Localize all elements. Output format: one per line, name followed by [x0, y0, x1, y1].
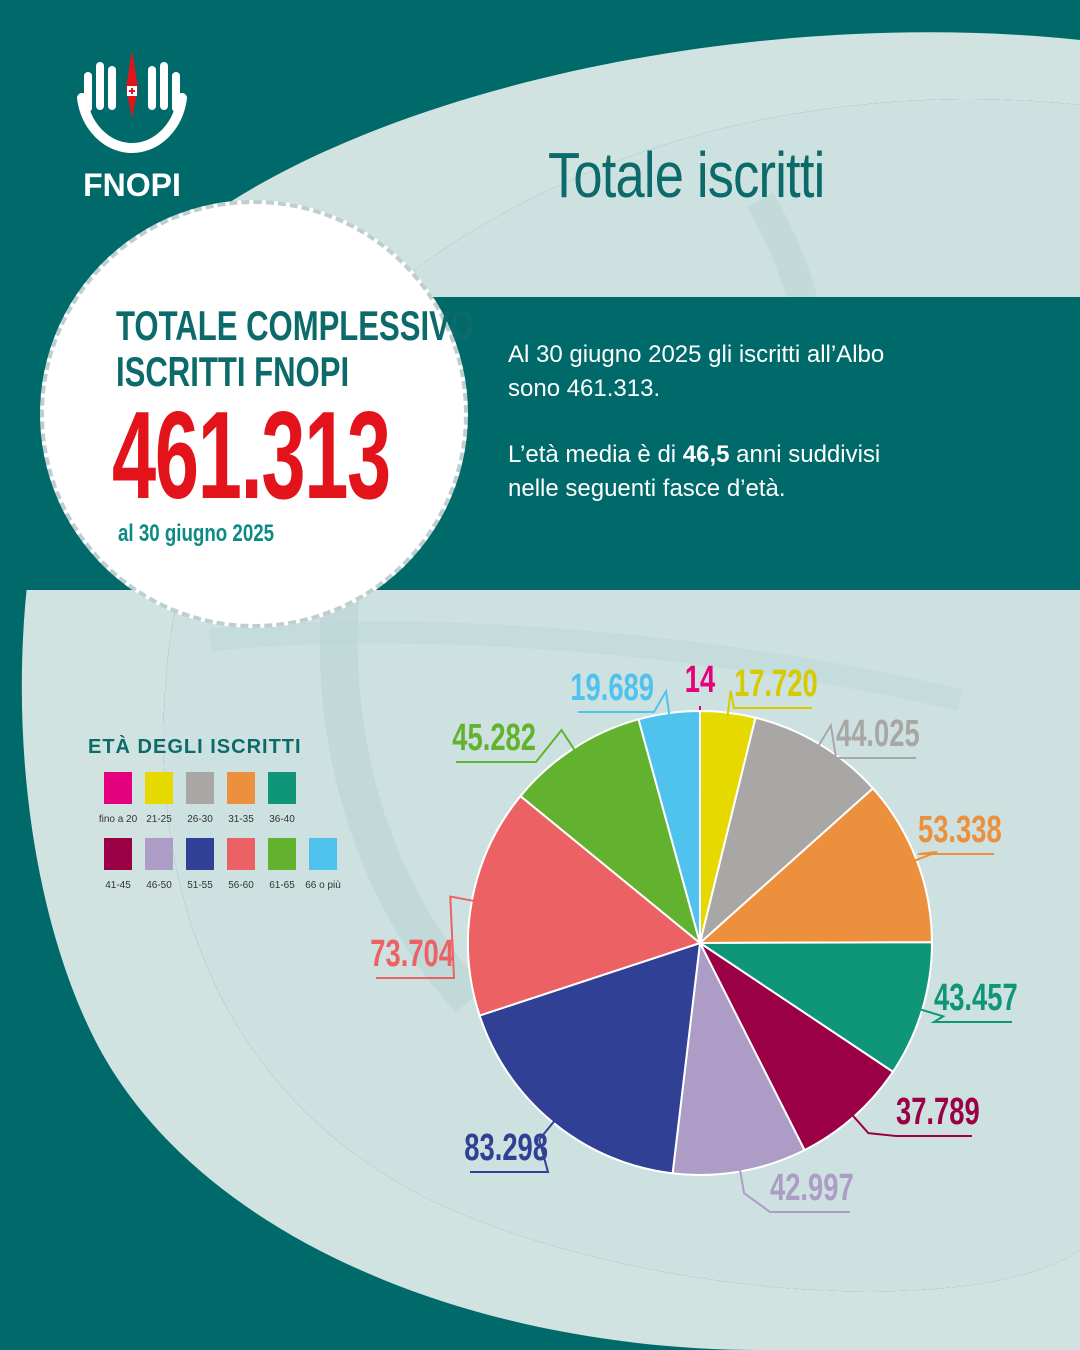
average-age: 46,5: [682, 441, 730, 468]
leader-line-7: [738, 1167, 850, 1213]
legend-item: 56-60: [221, 838, 261, 891]
value-label-7: 42.997: [770, 1167, 854, 1209]
legend-item: 51-55: [180, 838, 220, 891]
legend-item: 21-25: [139, 772, 179, 825]
value-label-3: 44.025: [836, 713, 920, 755]
leader-line-10: [456, 728, 577, 763]
legend-item: 31-35: [221, 772, 261, 825]
leader-line-6: [850, 1113, 972, 1137]
legend-item: 26-30: [180, 772, 220, 825]
logo-wordmark: FNOPI: [83, 167, 181, 203]
leader-line-9: [376, 895, 477, 979]
page-title: Totale iscritti: [548, 139, 825, 211]
total-heading-line-2: ISCRITTI FNOPI: [116, 348, 350, 395]
value-label-11: 19.689: [570, 667, 654, 709]
legend-label: 21-25: [146, 814, 172, 825]
legend-swatch: [145, 772, 173, 804]
leader-line-4: [912, 851, 994, 863]
legend-swatch: [268, 772, 296, 804]
leader-line-8: [470, 1118, 557, 1173]
legend-label: 66 o più: [305, 880, 341, 891]
legend-item: 41-45: [98, 838, 138, 891]
total-highlight-circle: [40, 200, 468, 628]
legend-swatch: [186, 772, 214, 804]
intro-text: Al 30 giugno 2025 gli iscritti all’Albo …: [508, 338, 928, 506]
legend-label: 61-65: [269, 880, 295, 891]
value-label-8: 83.298: [464, 1127, 548, 1169]
intro-p2-start: L’età media è di: [508, 441, 683, 468]
legend-label: 26-30: [187, 814, 213, 825]
fnopi-logo-icon: FNOPI: [77, 50, 187, 203]
legend-label: 36-40: [269, 814, 295, 825]
legend-label: 46-50: [146, 880, 172, 891]
value-label-2: 17.720: [734, 663, 818, 705]
legend-label: 31-35: [228, 814, 254, 825]
legend-item: 61-65: [262, 838, 302, 891]
value-label-9: 73.704: [370, 933, 454, 975]
legend-label: 51-55: [187, 880, 213, 891]
legend-label: fino a 20: [98, 814, 138, 825]
leader-line-11: [578, 688, 671, 718]
legend-swatch: [268, 838, 296, 870]
leader-line-2: [726, 690, 812, 717]
total-heading-line-1: TOTALE COMPLESSIVO: [116, 302, 475, 349]
intro-paragraph-2: L’età media è di 46,5 anni suddivisi nel…: [508, 438, 928, 506]
value-label-10: 45.282: [452, 717, 536, 759]
value-label-4: 53.338: [918, 809, 1002, 851]
legend-swatch: [227, 772, 255, 804]
legend-swatch: [227, 838, 255, 870]
total-date: al 30 giugno 2025: [118, 520, 275, 547]
total-heading: TOTALE COMPLESSIVO ISCRITTI FNOPI: [116, 303, 474, 395]
leader-line-3: [816, 722, 916, 759]
legend-swatch: [309, 838, 337, 870]
legend-label: 56-60: [228, 880, 254, 891]
legend-item: fino a 20: [98, 772, 138, 825]
legend-swatch: [104, 838, 132, 870]
intro-p2-end: anni suddivisi nelle seguenti fasce d’et…: [508, 441, 881, 502]
legend-title: ETÀ DEGLI ISCRITTI: [88, 736, 302, 758]
value-label-1: 14: [685, 659, 716, 701]
intro-paragraph-1: Al 30 giugno 2025 gli iscritti all’Albo …: [508, 341, 885, 402]
legend-item: 46-50: [139, 838, 179, 891]
legend-swatch: [186, 838, 214, 870]
legend-swatch: [145, 838, 173, 870]
legend-item: 66 o più: [303, 838, 343, 891]
leader-line-5: [918, 1007, 1012, 1023]
legend-label: 41-45: [105, 880, 131, 891]
legend-item: 36-40: [262, 772, 302, 825]
legend-swatch: [104, 772, 132, 804]
value-label-6: 37.789: [896, 1091, 980, 1133]
total-value: 461.313: [112, 387, 391, 525]
value-label-5: 43.457: [934, 977, 1018, 1019]
